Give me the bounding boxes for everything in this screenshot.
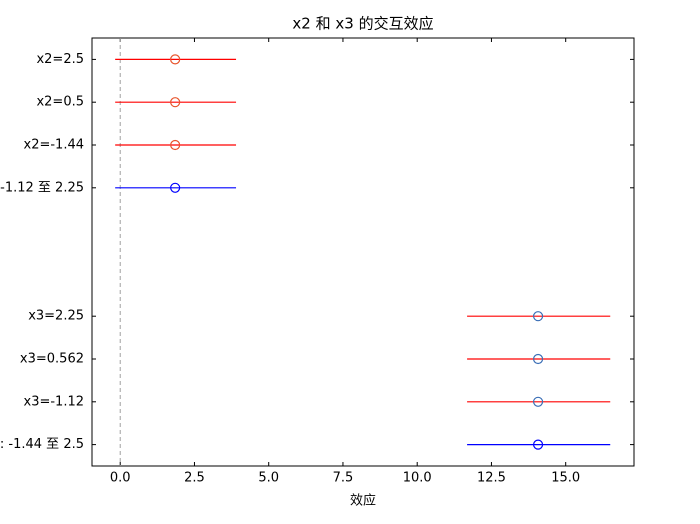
estimate-marker (532, 353, 544, 365)
x-tick-label: 2.5 (184, 471, 205, 486)
y-tick-label: x3: -1.12 至 2.25 (0, 180, 84, 195)
estimate-marker (532, 396, 544, 407)
x-tick-label: 7.5 (333, 471, 354, 486)
estimate-marker (532, 311, 544, 322)
estimate-marker (170, 97, 181, 108)
x-tick-label: 5.0 (258, 471, 279, 486)
y-tick-label: x3=-1.12 (24, 394, 85, 409)
x-tick-label: 10.0 (403, 471, 432, 486)
chart-title: x2 和 x3 的交互效应 (292, 15, 433, 33)
x-tick-label: 12.5 (477, 471, 506, 486)
y-tick-label: x3=0.562 (20, 352, 84, 367)
y-tick-label: x2=2.5 (36, 52, 84, 67)
y-tick-label: x2=0.5 (36, 95, 84, 110)
estimate-marker (532, 439, 544, 450)
y-tick-label: x2=-1.44 (24, 138, 85, 153)
estimate-marker (170, 139, 181, 151)
y-tick-label: x2: -1.44 至 2.5 (0, 437, 84, 452)
estimate-marker (170, 182, 181, 193)
x-axis-label: 效应 (350, 493, 376, 509)
estimate-marker (170, 54, 181, 65)
x-tick-label: 15.0 (551, 471, 580, 486)
x-tick-label: 0.0 (110, 471, 131, 486)
plot-frame (91, 37, 635, 467)
y-tick-label: x3=2.25 (28, 309, 84, 324)
